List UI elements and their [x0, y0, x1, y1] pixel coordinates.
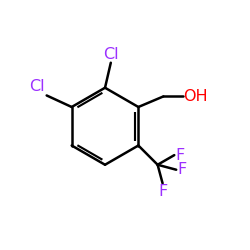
Text: F: F — [175, 148, 184, 162]
Text: F: F — [177, 162, 186, 177]
Text: F: F — [158, 184, 167, 199]
Text: OH: OH — [184, 89, 208, 104]
Text: Cl: Cl — [103, 47, 118, 62]
Text: Cl: Cl — [29, 80, 45, 94]
